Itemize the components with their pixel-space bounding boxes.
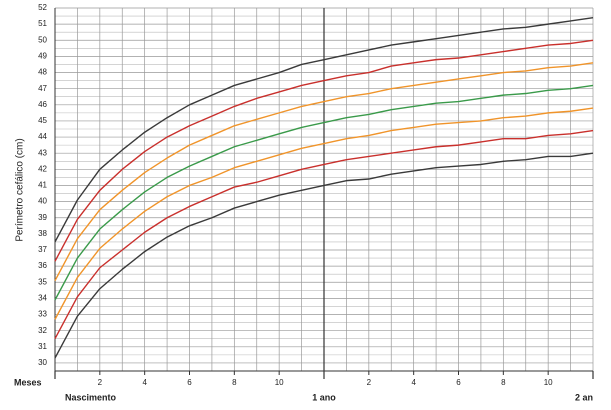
y-tick-label: 52 xyxy=(38,3,47,12)
y-tick-label: 49 xyxy=(38,52,47,61)
percentile-line xyxy=(54,62,594,281)
x-tick-label: 10 xyxy=(544,378,553,387)
x-tick-label: 2 xyxy=(367,378,372,387)
y-tick-label: 43 xyxy=(38,148,47,157)
percentile-line xyxy=(54,107,594,320)
x-tick-label: 4 xyxy=(142,378,147,387)
percentile-line xyxy=(54,129,594,340)
y-tick-label: 46 xyxy=(38,100,47,109)
y-tick-label: 36 xyxy=(38,261,47,270)
percentile-line xyxy=(54,39,594,262)
percentile-line xyxy=(54,16,594,243)
x-annotation-label: Nascimento xyxy=(65,392,117,402)
y-tick-label: 48 xyxy=(38,68,47,77)
y-tick-label: 33 xyxy=(38,310,47,319)
y-tick-label: 38 xyxy=(38,229,47,238)
y-tick-label: 47 xyxy=(38,84,47,93)
x-tick-label: 4 xyxy=(411,378,416,387)
y-tick-label: 44 xyxy=(38,132,47,141)
x-annotation-label: 2 an xyxy=(575,392,593,402)
y-tick-label: 30 xyxy=(38,358,47,367)
y-tick-label: 41 xyxy=(38,181,47,190)
x-tick-label: 6 xyxy=(456,378,461,387)
y-tick-label: 35 xyxy=(38,277,47,286)
y-tick-label: 40 xyxy=(38,197,47,206)
y-tick-label: 31 xyxy=(38,342,47,351)
x-tick-label: 2 xyxy=(98,378,103,387)
x-tick-label: 10 xyxy=(275,378,284,387)
y-tick-label: 32 xyxy=(38,326,47,335)
x-tick-label: 8 xyxy=(501,378,506,387)
y-tick-label: 51 xyxy=(38,19,47,28)
y-tick-label: 37 xyxy=(38,245,47,254)
percentile-line xyxy=(54,84,594,301)
y-tick-label: 42 xyxy=(38,164,47,173)
x-annotation-label: 1 ano xyxy=(312,392,336,402)
y-axis-label: Perímetro cefálico (cm) xyxy=(15,138,26,241)
y-tick-label: 50 xyxy=(38,35,47,44)
percentile-line xyxy=(54,152,594,359)
x-axis-label: Meses xyxy=(14,377,42,387)
y-tick-label: 39 xyxy=(38,213,47,222)
y-tick-label: 34 xyxy=(38,294,47,303)
y-tick-label: 45 xyxy=(38,116,47,125)
x-tick-label: 8 xyxy=(232,378,237,387)
x-tick-label: 6 xyxy=(187,378,192,387)
